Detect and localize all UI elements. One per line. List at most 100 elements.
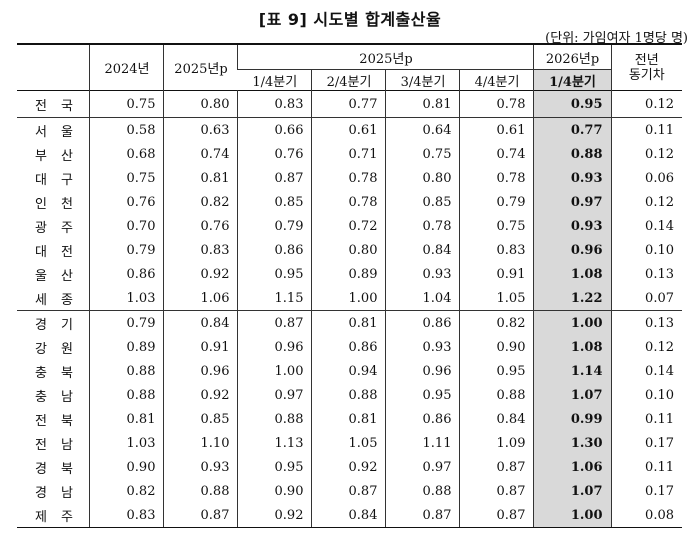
value-2025-q2: 0.61: [311, 117, 386, 142]
value-2024: 0.58: [89, 117, 164, 142]
value-2025-q2: 0.80: [311, 238, 386, 262]
value-2025-q4: 1.05: [459, 286, 534, 311]
value-yoy-diff: 0.14: [610, 214, 682, 238]
value-2025p: 0.74: [163, 142, 238, 166]
value-yoy-diff: 0.17: [610, 479, 682, 503]
value-2024: 1.03: [89, 431, 164, 455]
value-2025-q1: 0.90: [237, 479, 312, 503]
region-name-char1: 광: [35, 220, 47, 236]
value-yoy-diff: 0.11: [610, 117, 682, 142]
value-yoy-diff: 0.10: [610, 383, 682, 407]
region-name-char2: 기: [61, 317, 73, 333]
value-2025-q1: 0.88: [237, 407, 312, 431]
value-2025-q3: 1.04: [385, 286, 460, 311]
value-2025-q4: 0.82: [459, 310, 534, 335]
value-2025-q3: 0.93: [385, 262, 460, 286]
value-2026p-q1: 1.22: [533, 286, 612, 311]
value-yoy-diff: 0.08: [610, 503, 682, 528]
value-yoy-diff: 0.14: [610, 359, 682, 383]
region-name-char2: 남: [61, 437, 73, 453]
value-2025p: 0.76: [163, 214, 238, 238]
region-name-char1: 전: [35, 437, 47, 453]
value-2026p-q1: 0.93: [533, 214, 612, 238]
value-2025-q4: 0.91: [459, 262, 534, 286]
value-2025-q2: 0.86: [311, 335, 386, 359]
value-2025-q3: 1.11: [385, 431, 460, 455]
value-2025-q3: 0.78: [385, 214, 460, 238]
value-2024: 0.89: [89, 335, 164, 359]
value-2025p: 0.80: [163, 90, 238, 118]
value-2025p: 0.82: [163, 190, 238, 214]
header-q3: 3/4분기: [385, 69, 460, 91]
value-2025-q3: 0.64: [385, 117, 460, 142]
value-2024: 1.03: [89, 286, 164, 311]
table-row: 서 울 0.58 0.63 0.66 0.61 0.64 0.61 0.77 0.11: [17, 117, 682, 142]
value-2026p-q1: 0.96: [533, 238, 612, 262]
region-name-char1: 강: [35, 341, 47, 357]
value-2026p-q1: 1.08: [533, 262, 612, 286]
value-2025-q2: 0.78: [311, 166, 386, 190]
value-2025p: 0.92: [163, 383, 238, 407]
value-2024: 0.79: [89, 310, 164, 335]
value-2025-q3: 0.86: [385, 407, 460, 431]
table-row: 경 북 0.90 0.93 0.95 0.92 0.97 0.87 1.06 0.11: [17, 455, 682, 479]
table-row: 부 산 0.68 0.74 0.76 0.71 0.75 0.74 0.88 0.12: [17, 142, 682, 166]
region-name-char1: 경: [35, 317, 47, 333]
region-name-char1: 대: [35, 172, 47, 188]
value-2026p-q1: 1.14: [533, 359, 612, 383]
table-row: 대 전 0.79 0.83 0.86 0.80 0.84 0.83 0.96 0.10: [17, 238, 682, 262]
region-name-char2: 국: [61, 98, 73, 114]
region-name-char2: 천: [61, 196, 73, 212]
value-2025-q2: 0.81: [311, 407, 386, 431]
value-2025-q4: 1.09: [459, 431, 534, 455]
region-name-char2: 산: [61, 268, 73, 284]
value-2024: 0.79: [89, 238, 164, 262]
value-2025-q2: 0.94: [311, 359, 386, 383]
value-2025-q2: 1.00: [311, 286, 386, 311]
value-2025-q3: 0.96: [385, 359, 460, 383]
value-2025-q4: 0.75: [459, 214, 534, 238]
header-yoy-diff: 전년 동기차: [610, 44, 682, 91]
header-region: [17, 44, 90, 91]
table-body: 전 국 0.75 0.80 0.83 0.77 0.81 0.78 0.95 0.12 서 울 0.58…: [17, 90, 682, 528]
value-2025p: 0.85: [163, 407, 238, 431]
value-2025-q1: 0.95: [237, 262, 312, 286]
value-2025-q2: 0.81: [311, 310, 386, 335]
value-yoy-diff: 0.11: [610, 407, 682, 431]
header-yoy-line2: 동기차: [628, 67, 665, 83]
value-2025-q2: 0.77: [311, 90, 386, 118]
value-2025-q3: 0.80: [385, 166, 460, 190]
value-2024: 0.70: [89, 214, 164, 238]
value-2025p: 0.96: [163, 359, 238, 383]
value-2025-q4: 0.95: [459, 359, 534, 383]
header-q1: 1/4분기: [237, 69, 312, 91]
value-2025p: 0.63: [163, 117, 238, 142]
value-2025-q1: 0.66: [237, 117, 312, 142]
value-yoy-diff: 0.06: [610, 166, 682, 190]
value-2026p-q1: 0.77: [533, 117, 612, 142]
value-2026p-q1: 0.88: [533, 142, 612, 166]
value-2025-q4: 0.87: [459, 455, 534, 479]
table-row: 경 남 0.82 0.88 0.90 0.87 0.88 0.87 1.07 0.17: [17, 479, 682, 503]
table-row: 전 남 1.03 1.10 1.13 1.05 1.11 1.09 1.30 0.17: [17, 431, 682, 455]
value-yoy-diff: 0.10: [610, 238, 682, 262]
region-name-char1: 전: [35, 98, 47, 114]
value-2025-q3: 0.95: [385, 383, 460, 407]
value-2025-q3: 0.84: [385, 238, 460, 262]
value-2025-q3: 0.88: [385, 479, 460, 503]
region-name-char1: 인: [35, 196, 47, 212]
value-2024: 0.68: [89, 142, 164, 166]
region-name-char2: 산: [61, 148, 73, 164]
value-2025-q1: 0.95: [237, 455, 312, 479]
value-2026p-q1: 1.08: [533, 335, 612, 359]
region-name-char2: 원: [61, 341, 73, 357]
value-2025-q3: 0.93: [385, 335, 460, 359]
